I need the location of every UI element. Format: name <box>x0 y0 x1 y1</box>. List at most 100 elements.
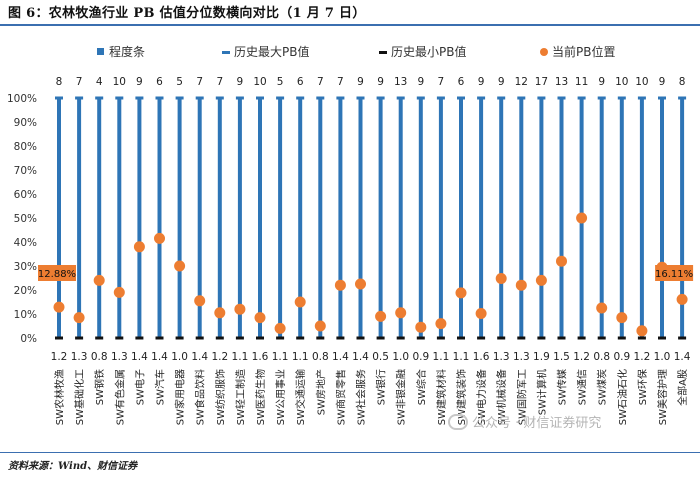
min-pb-label: 1.1 <box>232 351 249 363</box>
current-pb-marker <box>375 310 387 322</box>
max-cap <box>195 96 204 100</box>
y-tick-label: 0% <box>20 333 37 345</box>
min-pb-label: 1.0 <box>171 351 188 363</box>
source-note: 资料来源：Wind、财信证券 <box>8 461 138 472</box>
legend-label: 历史最小PB值 <box>391 44 466 59</box>
range-bar <box>680 98 685 338</box>
current-pb-marker <box>254 312 266 324</box>
y-tick-label: 100% <box>7 93 37 105</box>
range-bar <box>197 98 202 338</box>
min-pb-label: 0.9 <box>412 351 429 363</box>
min-pb-label: 0.9 <box>613 351 630 363</box>
category-label: SW汽车 <box>154 369 167 405</box>
max-cap <box>376 96 385 100</box>
max-pb-label: 13 <box>394 76 407 88</box>
min-cap <box>316 336 325 340</box>
category-label: SW建筑装饰 <box>455 369 468 425</box>
max-pb-label: 9 <box>377 76 384 88</box>
legend-swatch-min <box>379 51 387 54</box>
current-pb-marker <box>93 274 105 286</box>
min-pb-label: 0.5 <box>372 351 389 363</box>
category-label: SW商贸零售 <box>334 369 347 425</box>
max-pb-label: 4 <box>96 76 103 88</box>
category-label: SW医药生物 <box>254 369 267 425</box>
current-pb-marker <box>455 287 467 299</box>
range-bar <box>639 98 644 338</box>
category-label: SW电子 <box>133 369 146 405</box>
min-cap <box>135 336 144 340</box>
max-pb-label: 8 <box>56 76 63 88</box>
min-pb-label: 1.4 <box>151 351 168 363</box>
min-pb-label: 1.4 <box>674 351 691 363</box>
range-bar <box>278 98 283 338</box>
max-pb-label: 9 <box>357 76 364 88</box>
category-label: SW通信 <box>577 369 589 405</box>
range-bar <box>459 98 463 338</box>
max-pb-label: 9 <box>237 76 244 88</box>
range-bar <box>57 98 61 338</box>
max-cap <box>416 96 425 100</box>
pb-percentile-chart: 程度条 历史最大PB值 历史最小PB值 当前PB位置 0% 10% 20% 30% 40% 50%… <box>7 44 693 425</box>
max-cap <box>256 96 264 100</box>
current-pb-marker <box>435 318 447 330</box>
y-tick-label: 20% <box>14 285 37 297</box>
current-pb-marker <box>274 322 286 334</box>
max-cap <box>658 96 666 100</box>
range-bar <box>599 98 604 338</box>
current-pb-marker <box>515 279 527 291</box>
category-label: SW钢铁 <box>93 369 106 405</box>
min-pb-label: 1.4 <box>191 351 208 363</box>
current-pb-marker <box>174 260 186 272</box>
category-label: SW石油石化 <box>616 369 629 425</box>
max-pb-label: 12 <box>515 76 528 88</box>
current-pb-marker <box>636 325 648 337</box>
max-pb-label: 10 <box>113 76 126 88</box>
y-tick-label: 70% <box>14 165 37 177</box>
max-cap <box>497 96 506 100</box>
min-cap <box>537 336 546 340</box>
min-cap <box>115 336 124 340</box>
min-cap <box>256 336 264 340</box>
max-cap <box>577 96 586 100</box>
category-label: SW非银金融 <box>395 369 408 425</box>
max-cap <box>537 96 546 100</box>
legend-swatch-bar <box>97 48 104 55</box>
max-pb-label: 7 <box>196 76 203 88</box>
min-cap <box>416 336 425 340</box>
min-pb-label: 1.2 <box>211 351 228 363</box>
max-cap <box>235 96 244 100</box>
category-label: SW基础化工 <box>73 369 86 425</box>
category-label: SW环保 <box>636 369 649 405</box>
y-tick-label: 50% <box>14 213 37 225</box>
max-pb-label: 7 <box>438 76 445 88</box>
min-cap <box>557 336 566 340</box>
range-bar <box>217 98 222 338</box>
max-cap <box>276 96 285 100</box>
min-pb-label: 0.8 <box>593 351 610 363</box>
category-label: SW传媒 <box>557 369 569 405</box>
max-cap <box>215 96 224 100</box>
min-cap <box>55 336 63 340</box>
max-pb-label: 7 <box>216 76 223 88</box>
category-label: SW公用事业 <box>274 369 287 425</box>
min-pb-label: 1.1 <box>292 351 309 363</box>
wechat-icon <box>448 413 468 430</box>
min-pb-label: 1.4 <box>332 351 349 363</box>
max-pb-label: 9 <box>478 76 485 88</box>
current-pb-marker <box>395 307 407 319</box>
min-cap <box>597 336 606 340</box>
max-cap <box>55 96 63 100</box>
current-pb-marker <box>556 255 567 267</box>
min-cap <box>577 336 586 340</box>
min-cap <box>95 336 104 340</box>
min-pb-label: 1.1 <box>272 351 289 363</box>
min-pb-label: 1.0 <box>392 351 409 363</box>
min-cap <box>296 336 305 340</box>
min-cap <box>658 336 666 340</box>
category-label: SW煤炭 <box>596 369 609 405</box>
current-pb-marker <box>676 293 688 305</box>
range-bar <box>519 98 524 338</box>
category-label: SW电力设备 <box>475 369 488 425</box>
range-bar <box>418 98 423 338</box>
max-cap <box>436 96 445 100</box>
